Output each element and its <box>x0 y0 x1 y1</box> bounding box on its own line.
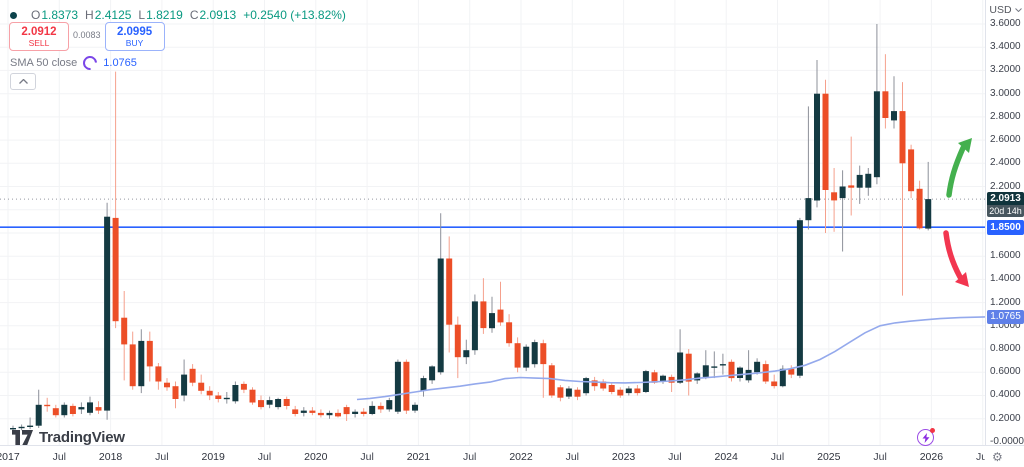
buy-price: 2.0995 <box>116 25 153 38</box>
sell-label: SELL <box>28 37 50 48</box>
chevron-down-icon <box>1014 8 1022 12</box>
collapse-legend-button[interactable] <box>10 73 36 90</box>
indicator-legend[interactable]: SMA 50 close 1.0765 <box>10 53 137 73</box>
price-tick-label: 0.2000 <box>990 412 1021 424</box>
price-tick-label: 3.4000 <box>990 41 1021 53</box>
time-tick-label: 2017 <box>0 451 20 463</box>
time-tick-label: Jul <box>668 451 682 463</box>
sma-price-label: 1.0765 <box>987 309 1024 324</box>
price-tick-label: 1.6000 <box>990 250 1021 262</box>
price-tick-label: 0.8000 <box>990 343 1021 355</box>
time-tick-label: 2024 <box>714 451 738 463</box>
price-tick-label: 2.6000 <box>990 134 1021 146</box>
time-tick-label: 2023 <box>611 451 636 463</box>
price-tick-label: 0.4000 <box>990 389 1021 401</box>
time-tick-label: Jul <box>975 451 985 463</box>
series-marker-dot <box>10 11 17 19</box>
price-tick-label: 1.2000 <box>990 296 1021 308</box>
tradingview-mark-icon <box>12 430 33 445</box>
price-tick-label: 1.0000 <box>990 319 1021 331</box>
time-tick-label: Jul <box>873 451 887 463</box>
time-tick-label: 2020 <box>304 451 328 463</box>
horizontal-line-price-label: 1.8500 <box>987 220 1024 236</box>
sma-line <box>356 316 985 401</box>
price-tick-label: 2.4000 <box>990 157 1021 169</box>
time-tick-label: 2021 <box>406 451 431 463</box>
candles-group <box>10 24 932 431</box>
currency-label: USD <box>989 4 1012 16</box>
open-value: 1.8373 <box>41 8 79 22</box>
low-value: 1.8219 <box>146 8 183 22</box>
time-tick-label: 2022 <box>509 451 533 463</box>
price-tick-label: 2.8000 <box>990 110 1021 122</box>
currency-dropdown[interactable]: USD <box>986 0 1024 20</box>
last-price-value: 2.0913 <box>987 192 1024 206</box>
notification-dot <box>930 428 935 433</box>
time-tick-label: Jul <box>565 451 580 463</box>
open-label: O <box>31 8 41 22</box>
chevron-up-icon <box>18 79 28 84</box>
settings-gear-icon[interactable]: ⚙ <box>992 450 1003 464</box>
buy-button[interactable]: 2.0995 BUY <box>104 22 165 51</box>
tradingview-logo-text: TradingView <box>39 429 125 446</box>
price-tick-label: 3.6000 <box>990 18 1021 29</box>
low-label: L <box>138 8 146 22</box>
boost-icon[interactable] <box>917 428 935 446</box>
arrow-up-drawing <box>946 138 972 198</box>
sell-button[interactable]: 2.0912 SELL <box>9 22 69 51</box>
indicator-name: SMA 50 close <box>10 57 78 69</box>
time-tick-label: 2019 <box>201 451 225 463</box>
time-tick-label: 2025 <box>817 451 841 463</box>
tradingview-logo[interactable]: TradingView <box>12 429 125 446</box>
lightning-bolt-icon <box>922 432 929 443</box>
price-axis[interactable]: USD 3.6000 3.4000 3.2000 3.0000 2.8000 2.6000… <box>985 0 1024 447</box>
time-tick-label: Jul <box>155 451 169 463</box>
axis-corner: ⚙ <box>985 445 1024 467</box>
time-tick-label: 2018 <box>98 451 123 463</box>
loading-spinner-icon <box>80 53 101 73</box>
price-tick-label: 2.2000 <box>990 180 1021 192</box>
time-tick-label: Jul <box>360 451 374 463</box>
order-panel: 2.0912 SELL 0.0083 2.0995 BUY <box>9 22 165 51</box>
close-label: C <box>189 8 199 22</box>
time-tick-label: Jul <box>52 451 67 463</box>
buy-label: BUY <box>125 37 144 48</box>
chart-canvas[interactable] <box>0 0 985 445</box>
time-axis[interactable]: 2017 Jul 2018 Jul 2019 Jul 2020 Jul 2021 Jul 2022 J… <box>0 445 985 467</box>
ohlc-legend: O 1.8373 H 2.4125 L 1.8219 C 2.0913 +0.2… <box>10 8 346 22</box>
bar-countdown: 20d 14h <box>987 205 1024 218</box>
time-tick-label: 2026 <box>919 451 944 463</box>
spread-value: 0.0083 <box>73 30 101 40</box>
close-value: 2.0913 <box>199 8 237 22</box>
time-tick-label: Jul <box>257 451 272 463</box>
price-tick-label: -0.0000 <box>990 435 1024 447</box>
indicator-value: 1.0765 <box>103 57 137 69</box>
price-tick-label: 3.2000 <box>990 64 1021 76</box>
price-tick-label: 0.6000 <box>990 366 1021 378</box>
sell-price: 2.0912 <box>21 25 57 38</box>
price-tick-label: 3.0000 <box>990 87 1021 99</box>
arrow-down-drawing <box>943 230 969 287</box>
high-label: H <box>85 8 94 22</box>
time-tick-label: Jul <box>770 451 785 463</box>
time-tick-label: Jul <box>462 451 477 463</box>
high-value: 2.4125 <box>94 8 132 22</box>
last-price-label: 2.0913 20d 14h <box>987 192 1024 218</box>
change-value: +0.2540 (+13.82%) <box>243 8 346 22</box>
price-tick-label: 1.4000 <box>990 273 1021 285</box>
